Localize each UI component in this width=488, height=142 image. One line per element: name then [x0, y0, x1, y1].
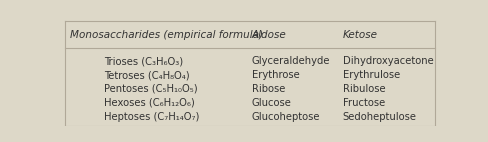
- Text: Hexoses (C₆H₁₂O₆): Hexoses (C₆H₁₂O₆): [104, 98, 195, 108]
- Text: Fructose: Fructose: [343, 98, 385, 108]
- Text: Tetroses (C₄H₈O₄): Tetroses (C₄H₈O₄): [104, 70, 190, 80]
- Text: Sedoheptulose: Sedoheptulose: [343, 111, 417, 122]
- Text: Glyceraldehyde: Glyceraldehyde: [252, 56, 330, 66]
- Text: Glucoheptose: Glucoheptose: [252, 111, 321, 122]
- Text: Ketose: Ketose: [343, 30, 378, 40]
- Text: Monosaccharides (empirical formula): Monosaccharides (empirical formula): [70, 30, 264, 40]
- Text: Ribose: Ribose: [252, 84, 285, 94]
- Text: Erythrulose: Erythrulose: [343, 70, 400, 80]
- Text: Aldose: Aldose: [252, 30, 287, 40]
- Text: Glucose: Glucose: [252, 98, 292, 108]
- Text: Trioses (C₃H₆O₃): Trioses (C₃H₆O₃): [104, 56, 183, 66]
- Text: Heptoses (C₇H₁₄O₇): Heptoses (C₇H₁₄O₇): [104, 111, 200, 122]
- Text: Dihydroxyacetone: Dihydroxyacetone: [343, 56, 433, 66]
- Text: Erythrose: Erythrose: [252, 70, 300, 80]
- Text: Pentoses (C₅H₁₀O₅): Pentoses (C₅H₁₀O₅): [104, 84, 198, 94]
- Text: Ribulose: Ribulose: [343, 84, 386, 94]
